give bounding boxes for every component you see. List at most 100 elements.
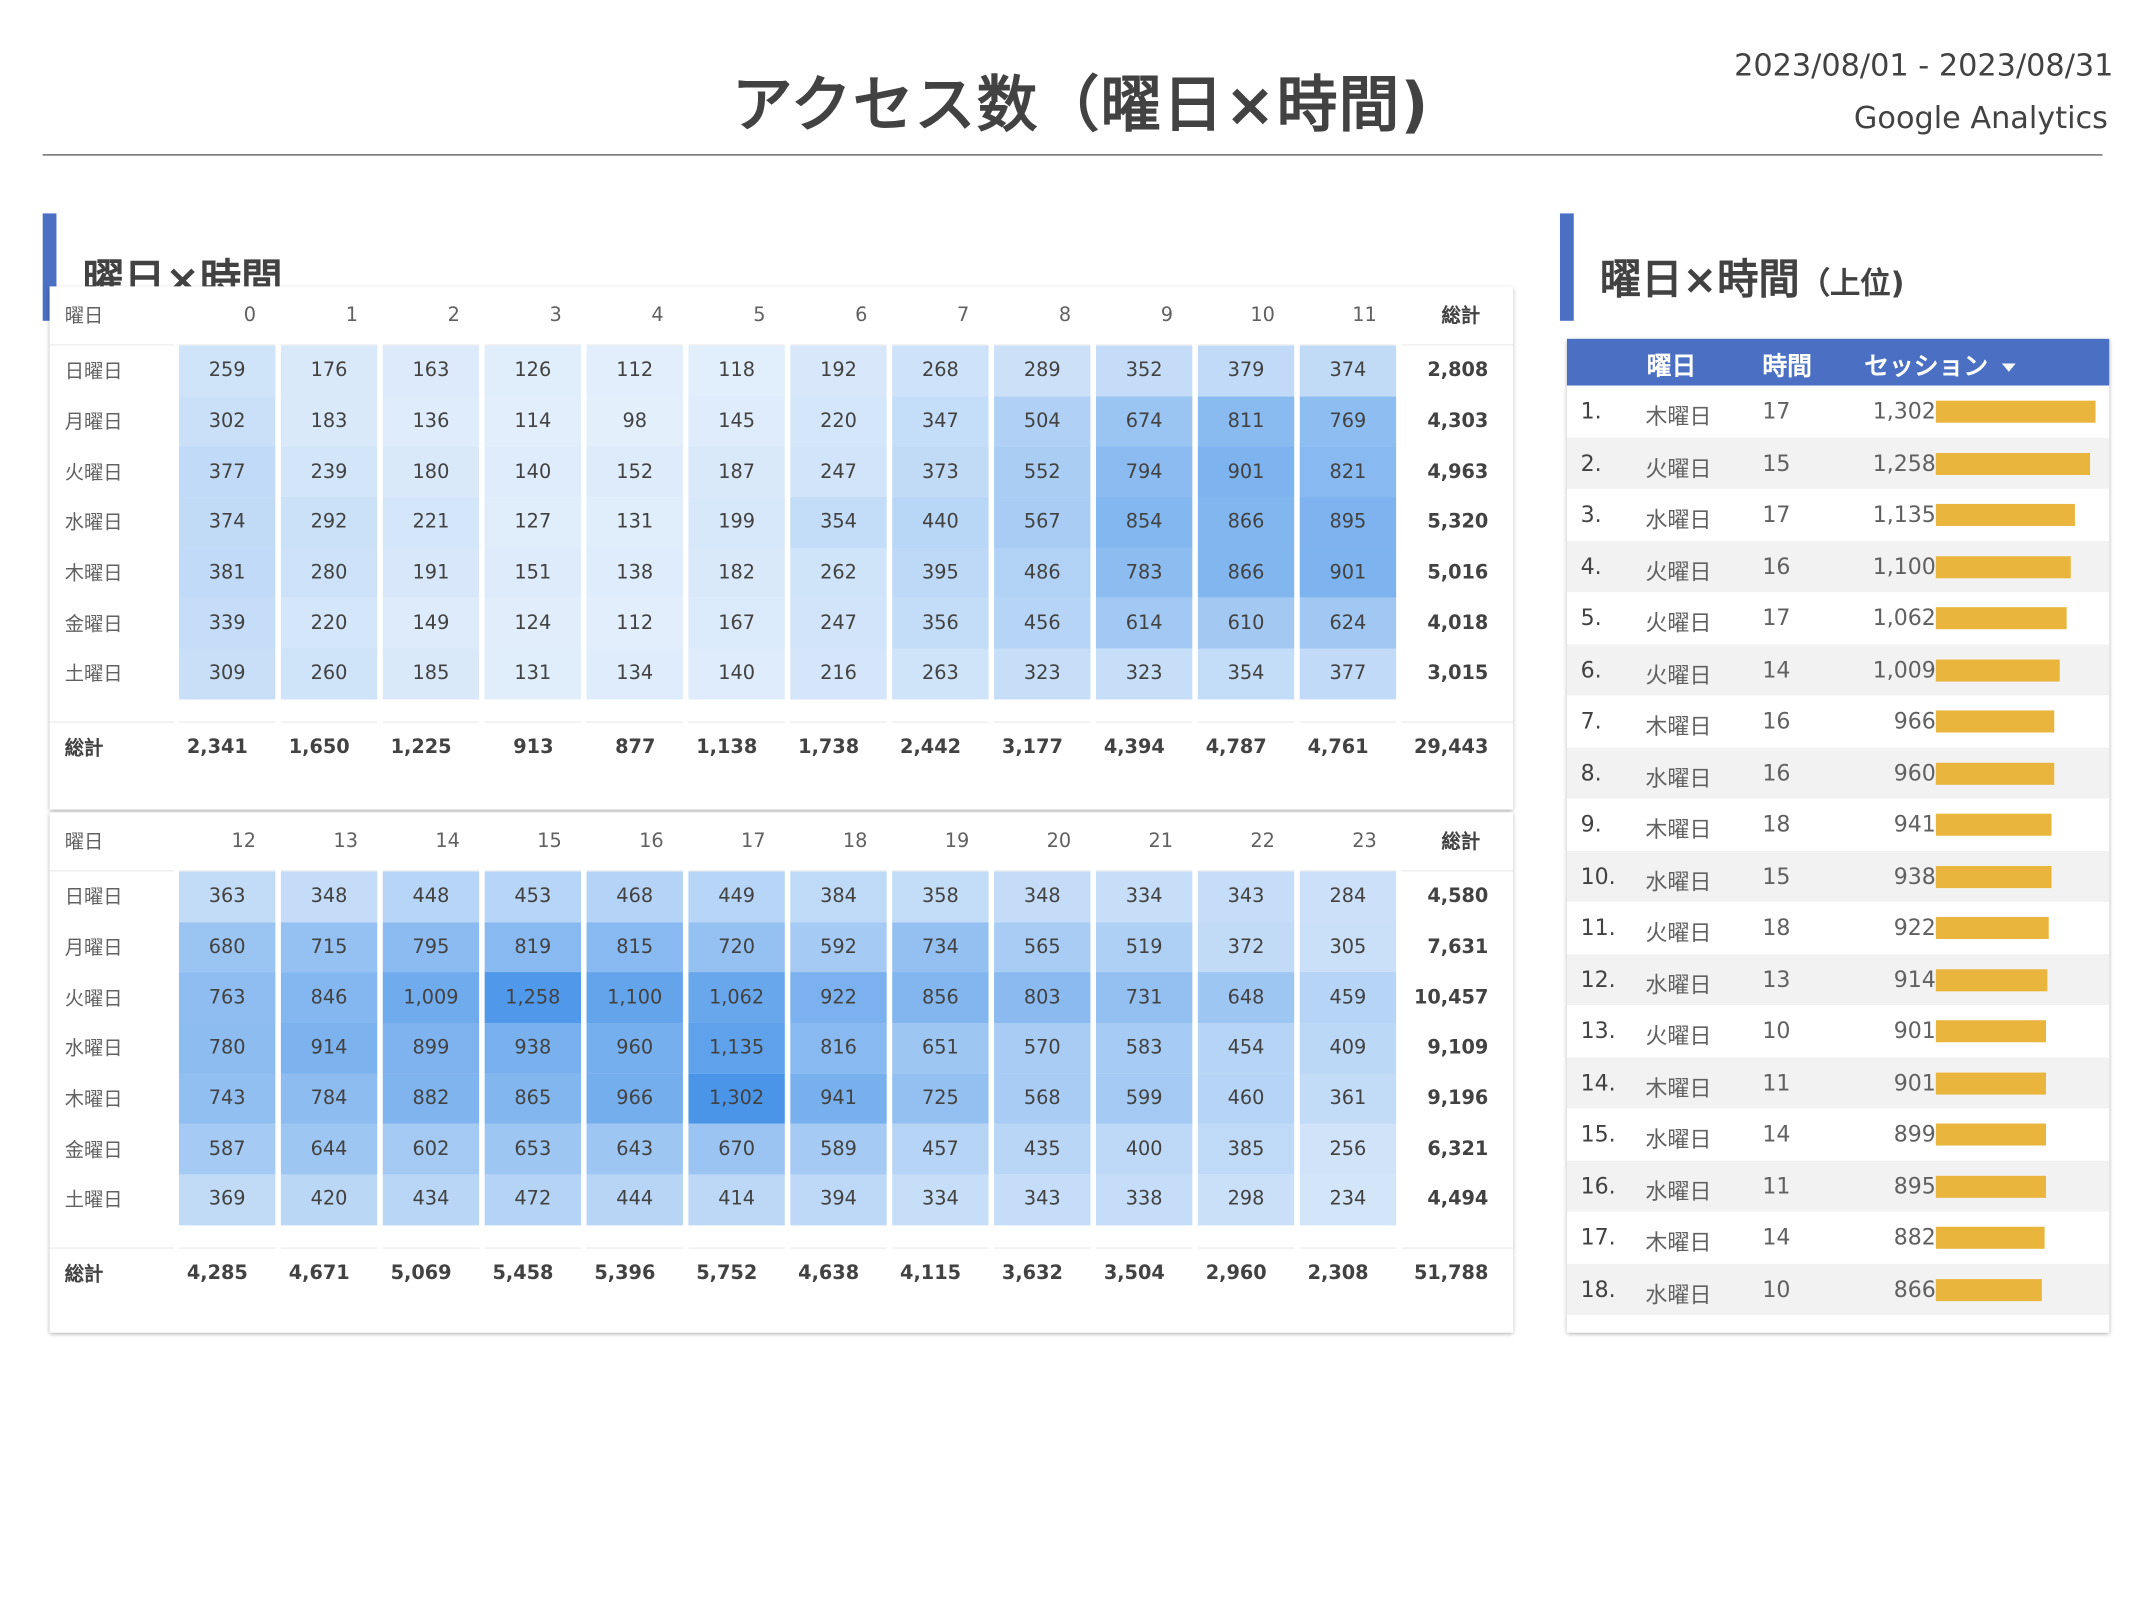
heatmap-spacer-row <box>50 1225 1514 1247</box>
row-header-label: 曜日 <box>49 812 174 872</box>
heatmap-row: 金曜日 587 644 602 653 643 670 589 457 435 400 385 256 6… <box>50 1124 1514 1175</box>
spacer-cell <box>485 1225 581 1247</box>
spacer-cell <box>688 699 784 721</box>
heatmap-total-row: 総計 4,285 4,671 5,069 5,458 5,396 5,752 4,638 4,1… <box>49 1247 1514 1298</box>
column-header-sessions[interactable]: セッション <box>1864 347 2016 383</box>
hour-column-header[interactable]: 1 <box>280 286 378 346</box>
column-total: 4,115 <box>892 1247 989 1298</box>
ranking-row[interactable]: 3. 水曜日 17 1,135 <box>1567 489 2109 541</box>
total-column-header[interactable]: 総計 <box>1401 812 1514 872</box>
ranking-row[interactable]: 5. 火曜日 17 1,062 <box>1567 592 2109 644</box>
heatmap-cell: 124 <box>484 598 582 649</box>
ranking-row[interactable]: 17. 木曜日 14 882 <box>1567 1212 2109 1264</box>
hour-column-header[interactable]: 2 <box>382 286 480 346</box>
day-label: 水曜日 <box>64 512 123 535</box>
hour-column-header[interactable]: 3 <box>484 286 582 346</box>
hour-column-header[interactable]: 22 <box>1197 812 1295 872</box>
ranking-row[interactable]: 15. 水曜日 14 899 <box>1567 1108 2109 1160</box>
heatmap-cell: 856 <box>892 972 989 1024</box>
ranking-row[interactable]: 2. 火曜日 15 1,258 <box>1566 437 2110 489</box>
sort-descending-icon[interactable] <box>2001 363 2016 372</box>
ranking-row[interactable]: 4. 火曜日 16 1,100 <box>1566 540 2110 593</box>
rank-hour: 11 <box>1762 1172 1791 1199</box>
hour-column-header[interactable]: 20 <box>994 812 1091 872</box>
column-total: 4,761 <box>1299 721 1397 772</box>
heatmap-header: 曜日 0 1 2 3 4 5 6 7 8 9 10 11 総計 <box>49 286 1514 346</box>
heatmap-cell: 292 <box>280 497 378 548</box>
heatmap-cell: 131 <box>484 648 582 700</box>
hour-column-header[interactable]: 17 <box>688 812 785 872</box>
total-column-header[interactable]: 総計 <box>1401 286 1514 346</box>
heatmap-cell: 284 <box>1299 871 1397 923</box>
rank-number: 14. <box>1580 1069 1616 1096</box>
rank-day: 火曜日 <box>1645 1022 1712 1050</box>
ranking-row[interactable]: 6. 火曜日 14 1,009 <box>1566 643 2110 696</box>
heatmap-cell: 565 <box>994 922 1091 973</box>
column-header-hour[interactable]: 時間 <box>1762 352 1812 382</box>
rank-sessions: 1,135 <box>1872 501 1936 528</box>
hour-column-header[interactable]: 13 <box>280 812 378 872</box>
hour-column-header[interactable]: 0 <box>178 286 276 346</box>
rank-hour: 15 <box>1762 862 1791 889</box>
total-row-label: 総計 <box>49 721 174 772</box>
hour-column-header[interactable]: 12 <box>178 812 276 872</box>
ranking-row[interactable]: 8. 水曜日 16 960 <box>1566 746 2110 799</box>
date-range[interactable]: 2023/08/01 - 2023/08/31 <box>1734 49 2114 84</box>
hour-column-header[interactable]: 5 <box>688 286 785 346</box>
heatmap-cell: 372 <box>1197 922 1295 973</box>
rank-number: 5. <box>1580 604 1602 631</box>
heatmap-cell: 262 <box>790 547 887 599</box>
heatmap-row: 土曜日 309 260 185 131 134 140 216 263 323 323 354 377 3… <box>50 648 1514 700</box>
spacer-cell <box>587 699 683 721</box>
hour-column-header[interactable]: 8 <box>994 286 1091 346</box>
heatmap-cell: 743 <box>178 1073 276 1125</box>
ranking-row[interactable]: 16. 水曜日 11 895 <box>1566 1159 2110 1212</box>
hour-column-header[interactable]: 7 <box>892 286 989 346</box>
ranking-row[interactable]: 13. 火曜日 10 901 <box>1567 1005 2109 1057</box>
ranking-row[interactable]: 11. 火曜日 18 922 <box>1567 902 2109 954</box>
column-total: 5,752 <box>688 1247 785 1298</box>
heatmap-cell: 780 <box>178 1023 276 1074</box>
spacer-cell <box>485 699 581 721</box>
ranking-row[interactable]: 7. 木曜日 16 966 <box>1567 695 2109 747</box>
hour-column-header[interactable]: 19 <box>892 812 989 872</box>
heatmap-cell: 377 <box>178 446 276 498</box>
day-label: 水曜日 <box>64 1038 123 1061</box>
hour-column-header[interactable]: 15 <box>484 812 582 872</box>
heatmap-cell: 895 <box>1299 497 1397 548</box>
rank-sessions: 960 <box>1893 759 1936 786</box>
ranking-row[interactable]: 18. 水曜日 10 866 <box>1566 1263 2110 1315</box>
hour-column-header[interactable]: 18 <box>790 812 887 872</box>
heatmap-cell: 769 <box>1299 396 1397 447</box>
heatmap-cell: 460 <box>1197 1073 1295 1125</box>
heatmap-cell: 899 <box>382 1023 480 1074</box>
ranking-row[interactable]: 10. 水曜日 15 938 <box>1566 850 2110 902</box>
rank-sessions: 941 <box>1893 810 1936 838</box>
rank-day: 水曜日 <box>1645 971 1712 998</box>
hour-column-header[interactable]: 23 <box>1299 812 1397 872</box>
rank-sessions: 895 <box>1893 1172 1936 1199</box>
ranking-row[interactable]: 12. 水曜日 13 914 <box>1566 953 2110 1006</box>
hour-column-header[interactable]: 4 <box>586 286 683 346</box>
ranking-row[interactable]: 1. 木曜日 17 1,302 <box>1567 386 2109 438</box>
heatmap-cell: 674 <box>1095 396 1193 447</box>
hour-column-header[interactable]: 14 <box>382 812 480 872</box>
hour-column-header[interactable]: 16 <box>586 812 683 872</box>
hour-column-header[interactable]: 9 <box>1095 286 1193 346</box>
spacer-cell <box>994 1225 1090 1247</box>
ranking-row[interactable]: 14. 木曜日 11 901 <box>1566 1056 2110 1109</box>
row-header-label: 曜日 <box>49 286 174 346</box>
rank-hour: 15 <box>1762 449 1791 476</box>
heatmap-cell: 1,100 <box>586 972 683 1024</box>
hour-column-header[interactable]: 10 <box>1197 286 1295 346</box>
rank-hour: 17 <box>1762 604 1791 631</box>
heatmap-cell: 1,135 <box>688 1023 785 1074</box>
heatmap-row: 日曜日 363 348 448 453 468 449 384 358 348 334 343 284 4… <box>50 871 1514 923</box>
column-header-day[interactable]: 曜日 <box>1646 352 1697 382</box>
hour-column-header[interactable]: 6 <box>790 286 887 346</box>
hour-column-header[interactable]: 11 <box>1299 286 1397 346</box>
heatmap-cell: 821 <box>1299 446 1397 498</box>
hour-column-header[interactable]: 21 <box>1095 812 1193 872</box>
spacer-cell <box>587 1225 683 1247</box>
ranking-row[interactable]: 9. 木曜日 18 941 <box>1567 799 2109 851</box>
